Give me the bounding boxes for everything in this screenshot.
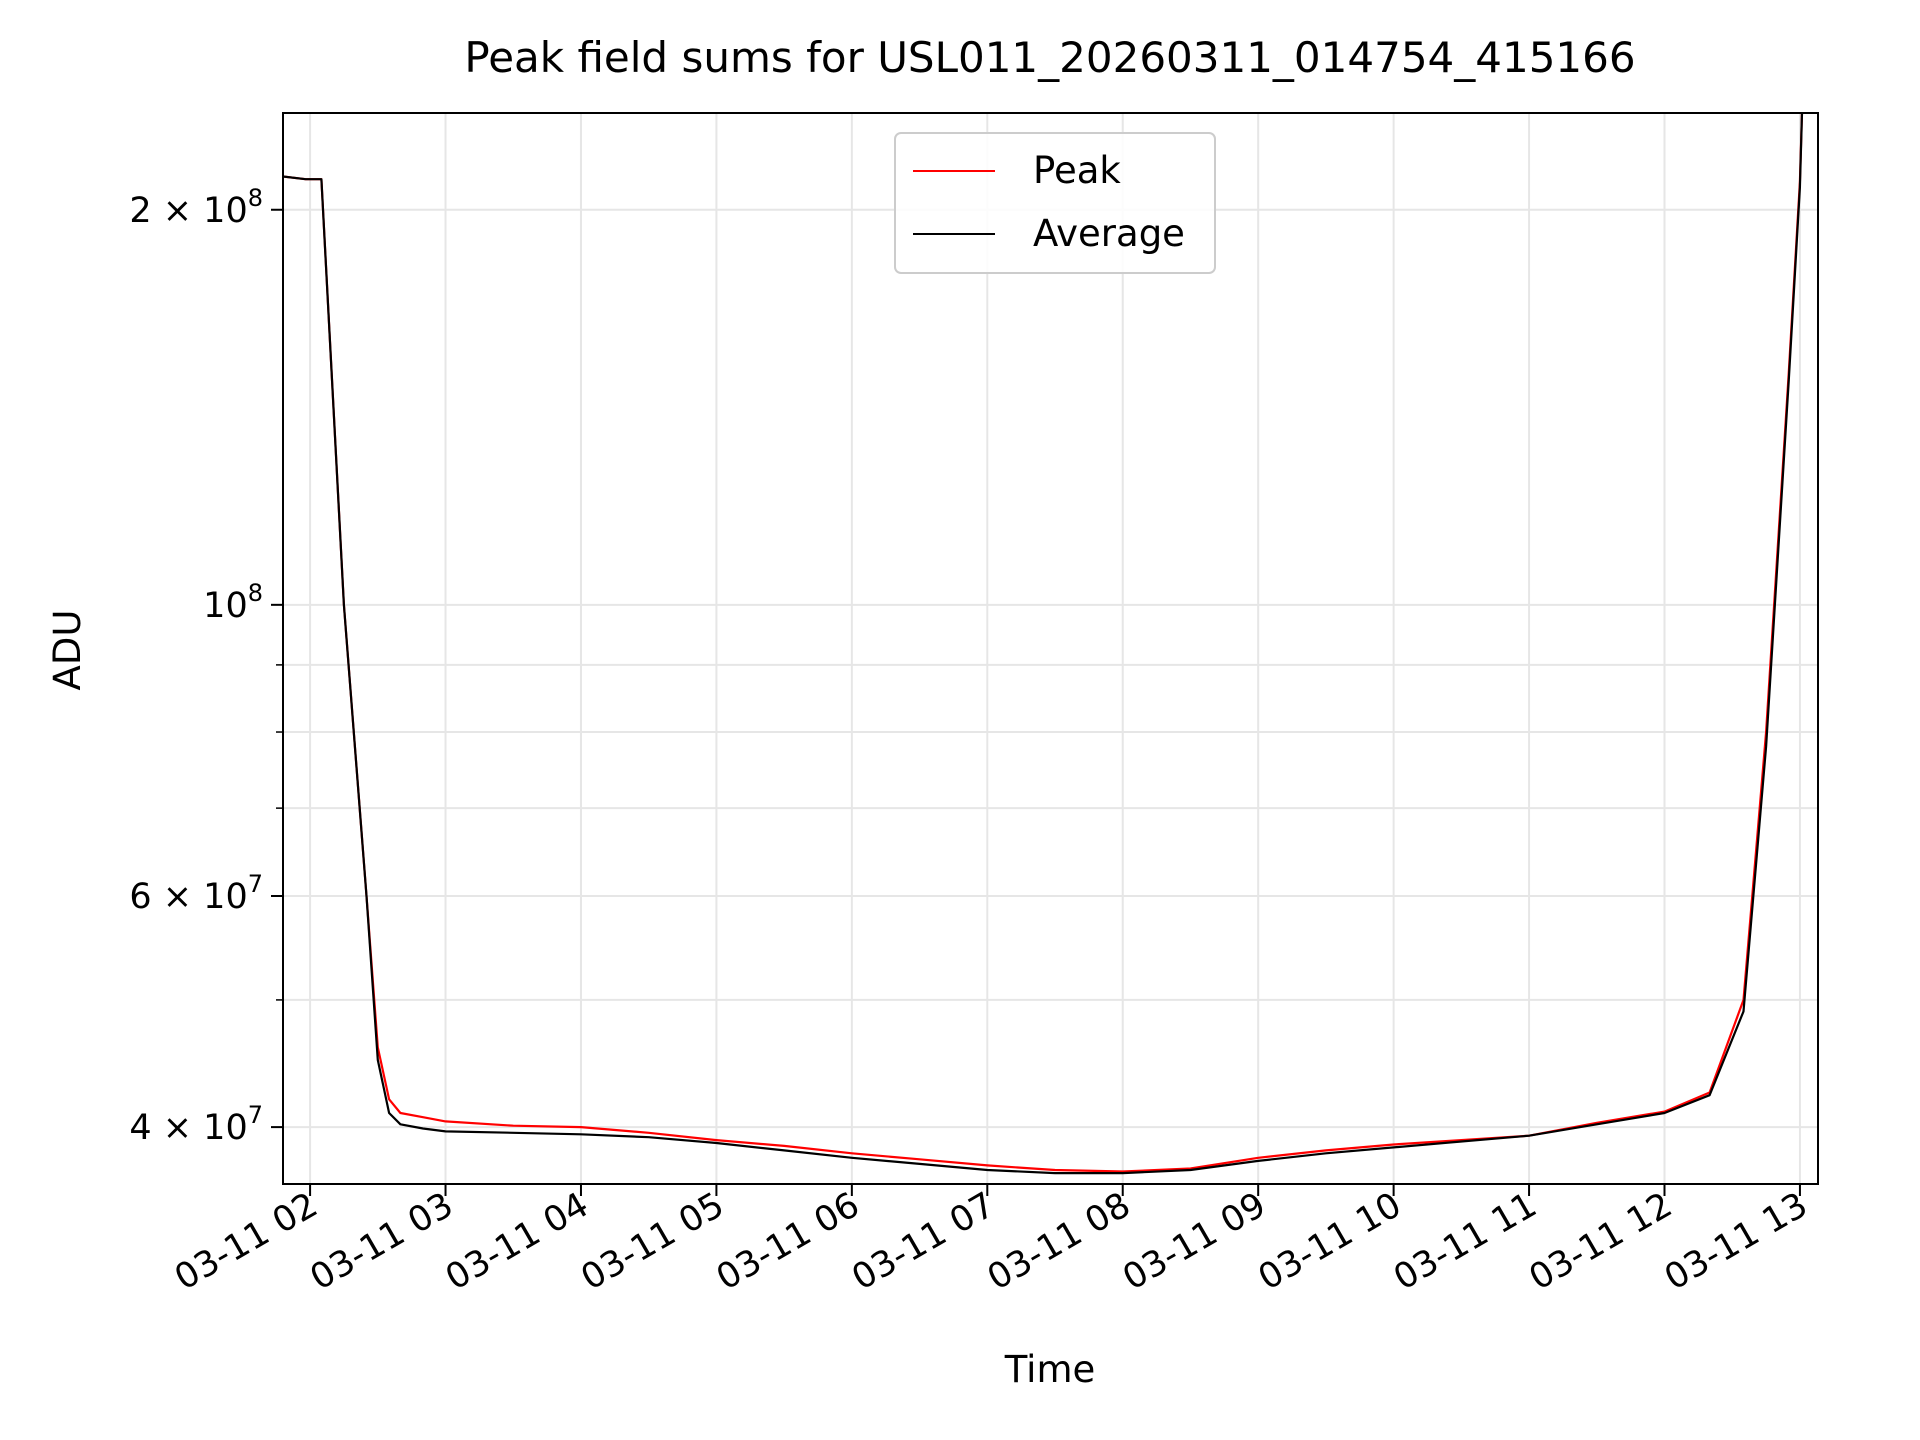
x-axis-label: Time [1004, 1348, 1096, 1391]
legend: Peak Average [894, 132, 1216, 274]
y-tick-label: 2 × 108 [129, 184, 263, 231]
y-tick-label: 6 × 107 [129, 870, 263, 917]
y-axis-label: ADU [46, 610, 89, 691]
legend-label-average: Average [1033, 212, 1185, 255]
series-line-average [283, 113, 1804, 1175]
y-tick-label: 108 [203, 579, 263, 626]
grid [283, 113, 1818, 1184]
legend-label-peak: Peak [1033, 149, 1121, 192]
legend-box [894, 132, 1216, 274]
chart-title: Peak field sums for USL011_20260311_0147… [464, 33, 1635, 82]
series-line-peak [283, 113, 1804, 1173]
series-lines [283, 113, 1804, 1175]
plot-frame [282, 112, 1819, 1185]
y-tick-label: 4 × 107 [129, 1101, 263, 1148]
